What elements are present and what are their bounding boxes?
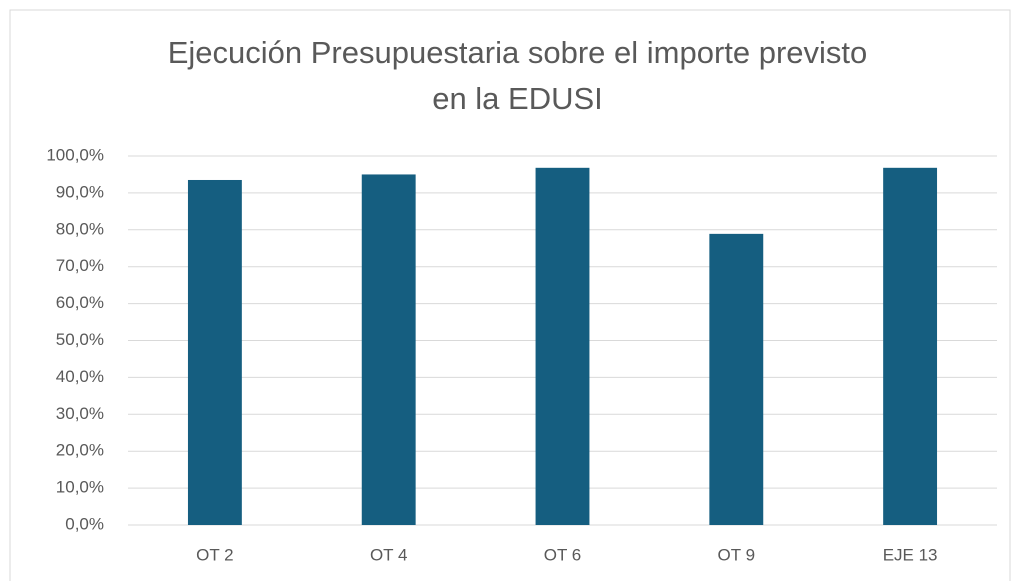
y-tick-label: 70,0% (56, 256, 104, 275)
bar (535, 167, 590, 526)
y-tick-label: 10,0% (56, 478, 104, 497)
bar (883, 167, 938, 526)
y-tick-label: 60,0% (56, 293, 104, 312)
chart-frame (9, 9, 1011, 581)
x-tick-label: OT 4 (370, 545, 407, 564)
y-tick-label: 100,0% (46, 145, 104, 164)
bar (709, 233, 764, 525)
x-tick-label: OT 9 (718, 545, 755, 564)
bar (361, 174, 416, 525)
y-tick-label: 90,0% (56, 182, 104, 201)
y-tick-label: 0,0% (65, 514, 104, 533)
y-tick-label: 40,0% (56, 367, 104, 386)
bar (187, 179, 242, 526)
x-tick-label: OT 6 (544, 545, 581, 564)
y-tick-label: 50,0% (56, 330, 104, 349)
x-tick-label: EJE 13 (883, 545, 938, 564)
y-tick-label: 80,0% (56, 219, 104, 238)
y-tick-label: 20,0% (56, 441, 104, 460)
chart-title: Ejecución Presupuestaria sobre el import… (167, 35, 868, 116)
y-tick-label: 30,0% (56, 404, 104, 423)
x-tick-label: OT 2 (196, 545, 233, 564)
